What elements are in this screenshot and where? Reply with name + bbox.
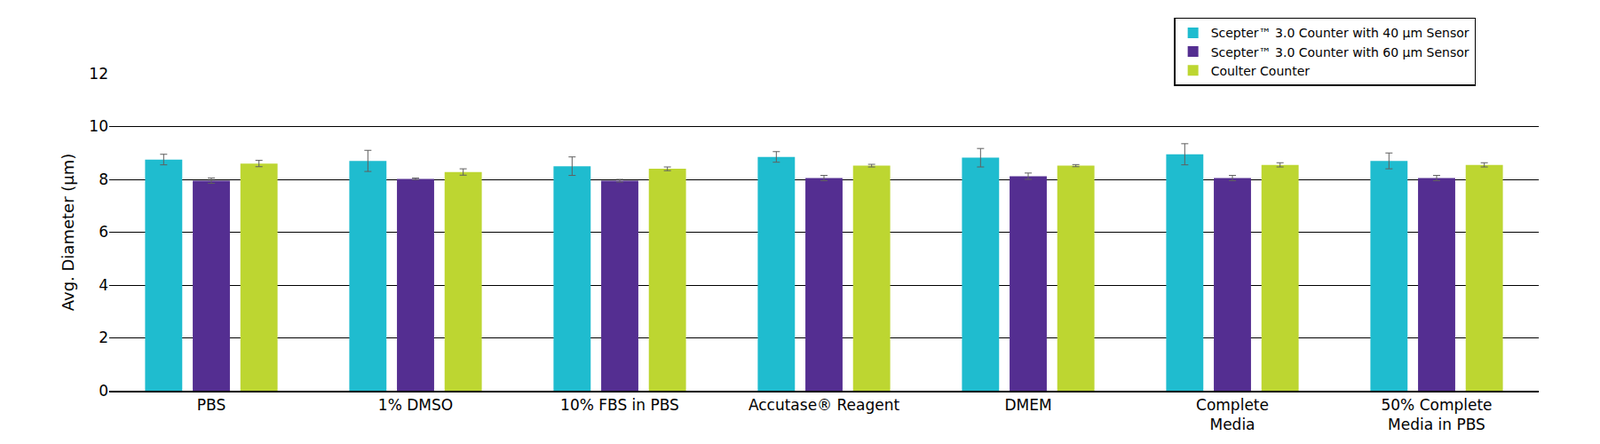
svg-text:12: 12 — [88, 64, 109, 83]
svg-text:6: 6 — [98, 222, 109, 241]
svg-text:Scepter™ 3.0 Counter with 40 µ: Scepter™ 3.0 Counter with 40 µm Sensor — [1211, 25, 1470, 40]
svg-text:DMEM: DMEM — [1004, 396, 1052, 414]
svg-text:4: 4 — [98, 276, 109, 294]
svg-text:1% DMSO: 1% DMSO — [378, 396, 453, 414]
svg-text:Avg. Diameter (µm): Avg. Diameter (µm) — [58, 153, 78, 312]
svg-text:10% FBS in PBS: 10% FBS in PBS — [560, 396, 680, 414]
svg-text:Coulter Counter: Coulter Counter — [1211, 63, 1311, 79]
svg-text:50% CompleteMedia in PBS: 50% CompleteMedia in PBS — [1380, 396, 1492, 434]
svg-text:2: 2 — [98, 328, 109, 347]
svg-text:PBS: PBS — [197, 396, 226, 414]
svg-text:8: 8 — [98, 170, 109, 189]
svg-text:Accutase® Reagent: Accutase® Reagent — [748, 396, 901, 414]
svg-text:10: 10 — [88, 117, 109, 135]
svg-text:0: 0 — [98, 381, 109, 400]
svg-text:Scepter™ 3.0 Counter with 60 µ: Scepter™ 3.0 Counter with 60 µm Sensor — [1211, 45, 1470, 60]
svg-text:CompleteMedia: CompleteMedia — [1196, 396, 1269, 434]
